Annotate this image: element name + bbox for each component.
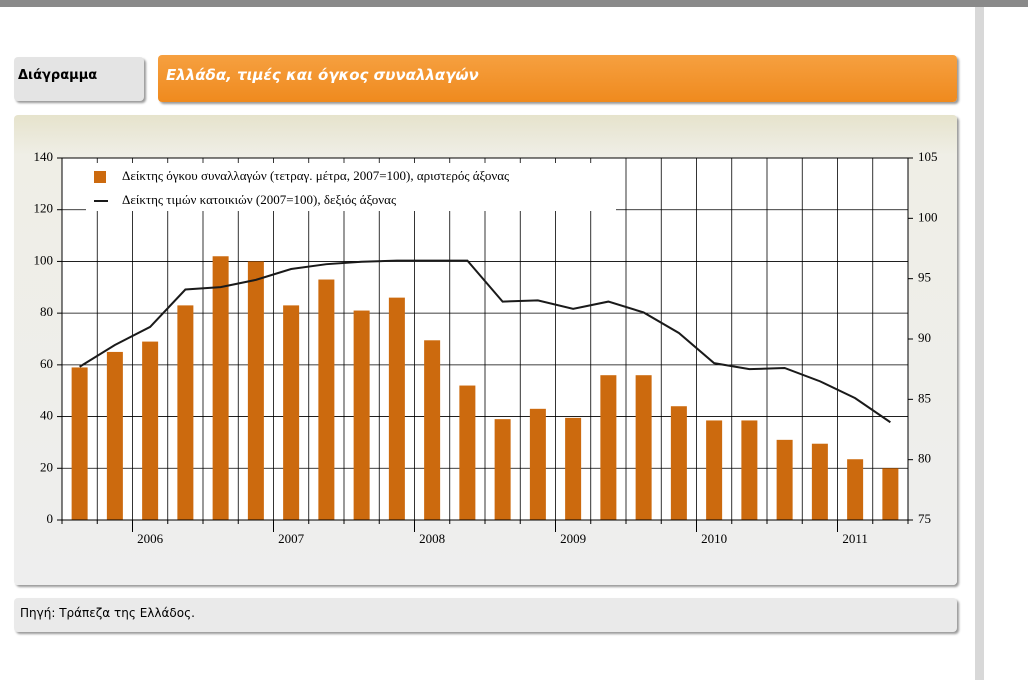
bar	[71, 367, 88, 520]
y-tick-label: 20	[40, 459, 53, 474]
x-tick-label: 2007	[278, 531, 305, 546]
bar	[424, 340, 441, 520]
x-tick-label: 2006	[137, 531, 164, 546]
bar	[353, 310, 370, 520]
bar	[142, 341, 159, 520]
y-tick-label: 40	[40, 408, 53, 423]
scrollbar	[975, 7, 984, 680]
bar	[741, 420, 758, 520]
bar	[635, 375, 652, 520]
bar	[776, 439, 793, 520]
y2-tick-label: 95	[918, 270, 931, 285]
y2-tick-label: 100	[918, 209, 938, 224]
bar	[847, 459, 864, 520]
chart-label: Διάγραμμα	[14, 57, 144, 101]
y-tick-label: 140	[34, 149, 54, 164]
y-tick-label: 80	[40, 304, 53, 319]
bar	[565, 417, 582, 520]
bar	[459, 385, 476, 520]
y-tick-label: 120	[34, 201, 54, 216]
y-tick-label: 60	[40, 356, 53, 371]
chart-title: Ελλάδα, τιμές και όγκος συναλλαγών	[158, 55, 957, 102]
line	[79, 259, 891, 424]
x-tick-label: 2008	[419, 531, 445, 546]
legend-box	[86, 163, 616, 211]
x-tick-label: 2010	[701, 531, 727, 546]
bar	[600, 375, 617, 520]
legend-label: Δείκτης όγκου συναλλαγών (τετραγ. μέτρα,…	[122, 168, 510, 183]
legend-swatch	[94, 171, 106, 183]
bar	[106, 351, 123, 520]
x-tick-label: 2009	[560, 531, 586, 546]
bar	[388, 297, 405, 520]
bar	[177, 305, 194, 520]
bar	[283, 305, 300, 520]
y2-tick-label: 85	[918, 390, 931, 405]
bar	[670, 406, 687, 520]
bar	[494, 419, 511, 520]
legend-label: Δείκτης τιμών κατοικιών (2007=100), δεξι…	[122, 192, 397, 207]
bar	[706, 420, 723, 520]
bar	[247, 261, 264, 520]
bar	[811, 443, 828, 520]
y-tick-label: 100	[34, 252, 54, 267]
top-bar	[0, 0, 1028, 7]
bar	[318, 279, 335, 520]
bar	[529, 408, 546, 520]
bar	[212, 256, 229, 520]
x-tick-label: 2011	[842, 531, 868, 546]
y2-tick-label: 105	[918, 149, 938, 164]
y-tick-label: 0	[47, 511, 54, 526]
bar	[882, 468, 899, 520]
source-note: Πηγή: Τράπεζα της Ελλάδος.	[14, 598, 957, 632]
y2-tick-label: 75	[918, 511, 931, 526]
y2-tick-label: 80	[918, 451, 931, 466]
y2-tick-label: 90	[918, 330, 931, 345]
